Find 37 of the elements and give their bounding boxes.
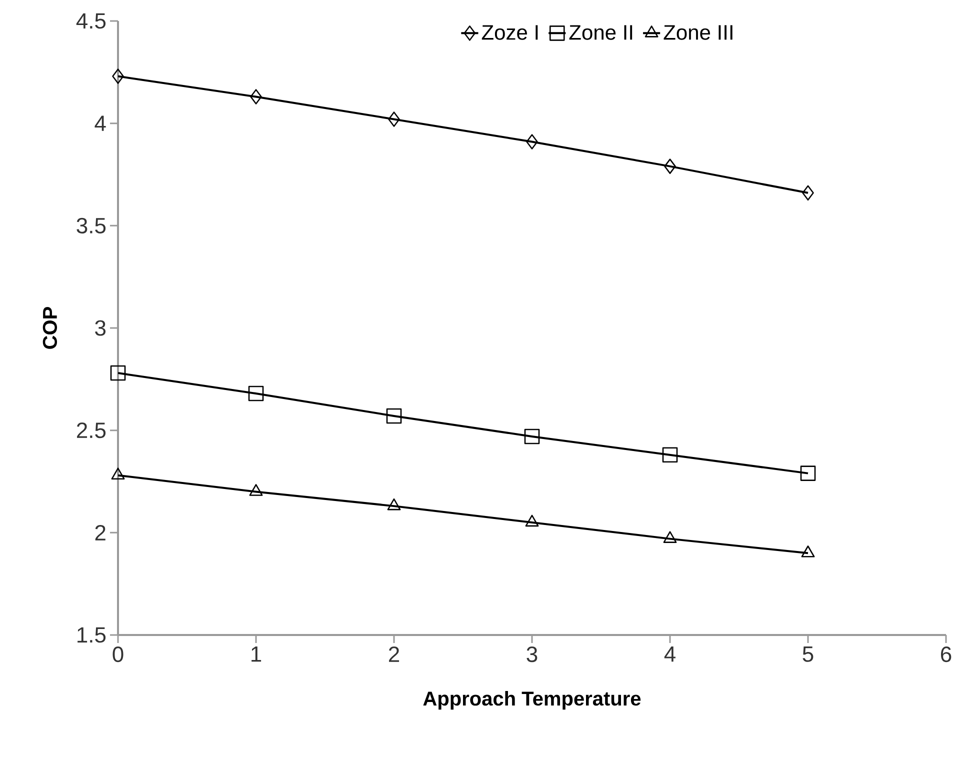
y-tick-label: 1.5 xyxy=(78,627,106,643)
y-axis-title: COP xyxy=(42,307,58,349)
x-tick-label: 4 xyxy=(664,646,676,662)
y-tick-label: 4 xyxy=(94,116,106,131)
x-tick-label: 0 xyxy=(112,646,124,662)
point xyxy=(662,447,678,463)
point xyxy=(112,68,124,84)
y-tick-label: 2 xyxy=(95,524,106,540)
x-tick-label: 2 xyxy=(389,646,400,662)
point xyxy=(800,466,816,481)
point xyxy=(388,112,400,127)
point xyxy=(526,134,538,150)
point xyxy=(802,185,814,201)
point xyxy=(801,545,815,558)
point xyxy=(386,408,402,424)
point xyxy=(249,484,263,496)
point xyxy=(110,365,126,381)
y-tick-label: 3 xyxy=(95,320,106,336)
legend-label: Zone II xyxy=(569,25,632,40)
y-tick-label: 4.5 xyxy=(76,13,106,29)
legend-label: Zone III xyxy=(664,25,732,40)
point xyxy=(248,386,264,402)
point xyxy=(524,428,540,444)
x-tick-label: 1 xyxy=(252,646,262,662)
point xyxy=(111,468,125,480)
point xyxy=(387,498,401,510)
x-axis-title: Approach Temperature xyxy=(423,690,641,710)
x-tick-label: 6 xyxy=(941,646,952,662)
y-tick-label: 3.5 xyxy=(76,218,106,234)
y-tick-label: 2.5 xyxy=(77,422,106,438)
x-tick-label: 5 xyxy=(802,646,814,662)
point xyxy=(250,89,262,104)
point xyxy=(663,531,677,543)
legend-label: Zoze I xyxy=(482,25,538,40)
x-tick-label: 3 xyxy=(526,646,538,662)
point xyxy=(525,514,539,527)
point xyxy=(664,158,676,174)
